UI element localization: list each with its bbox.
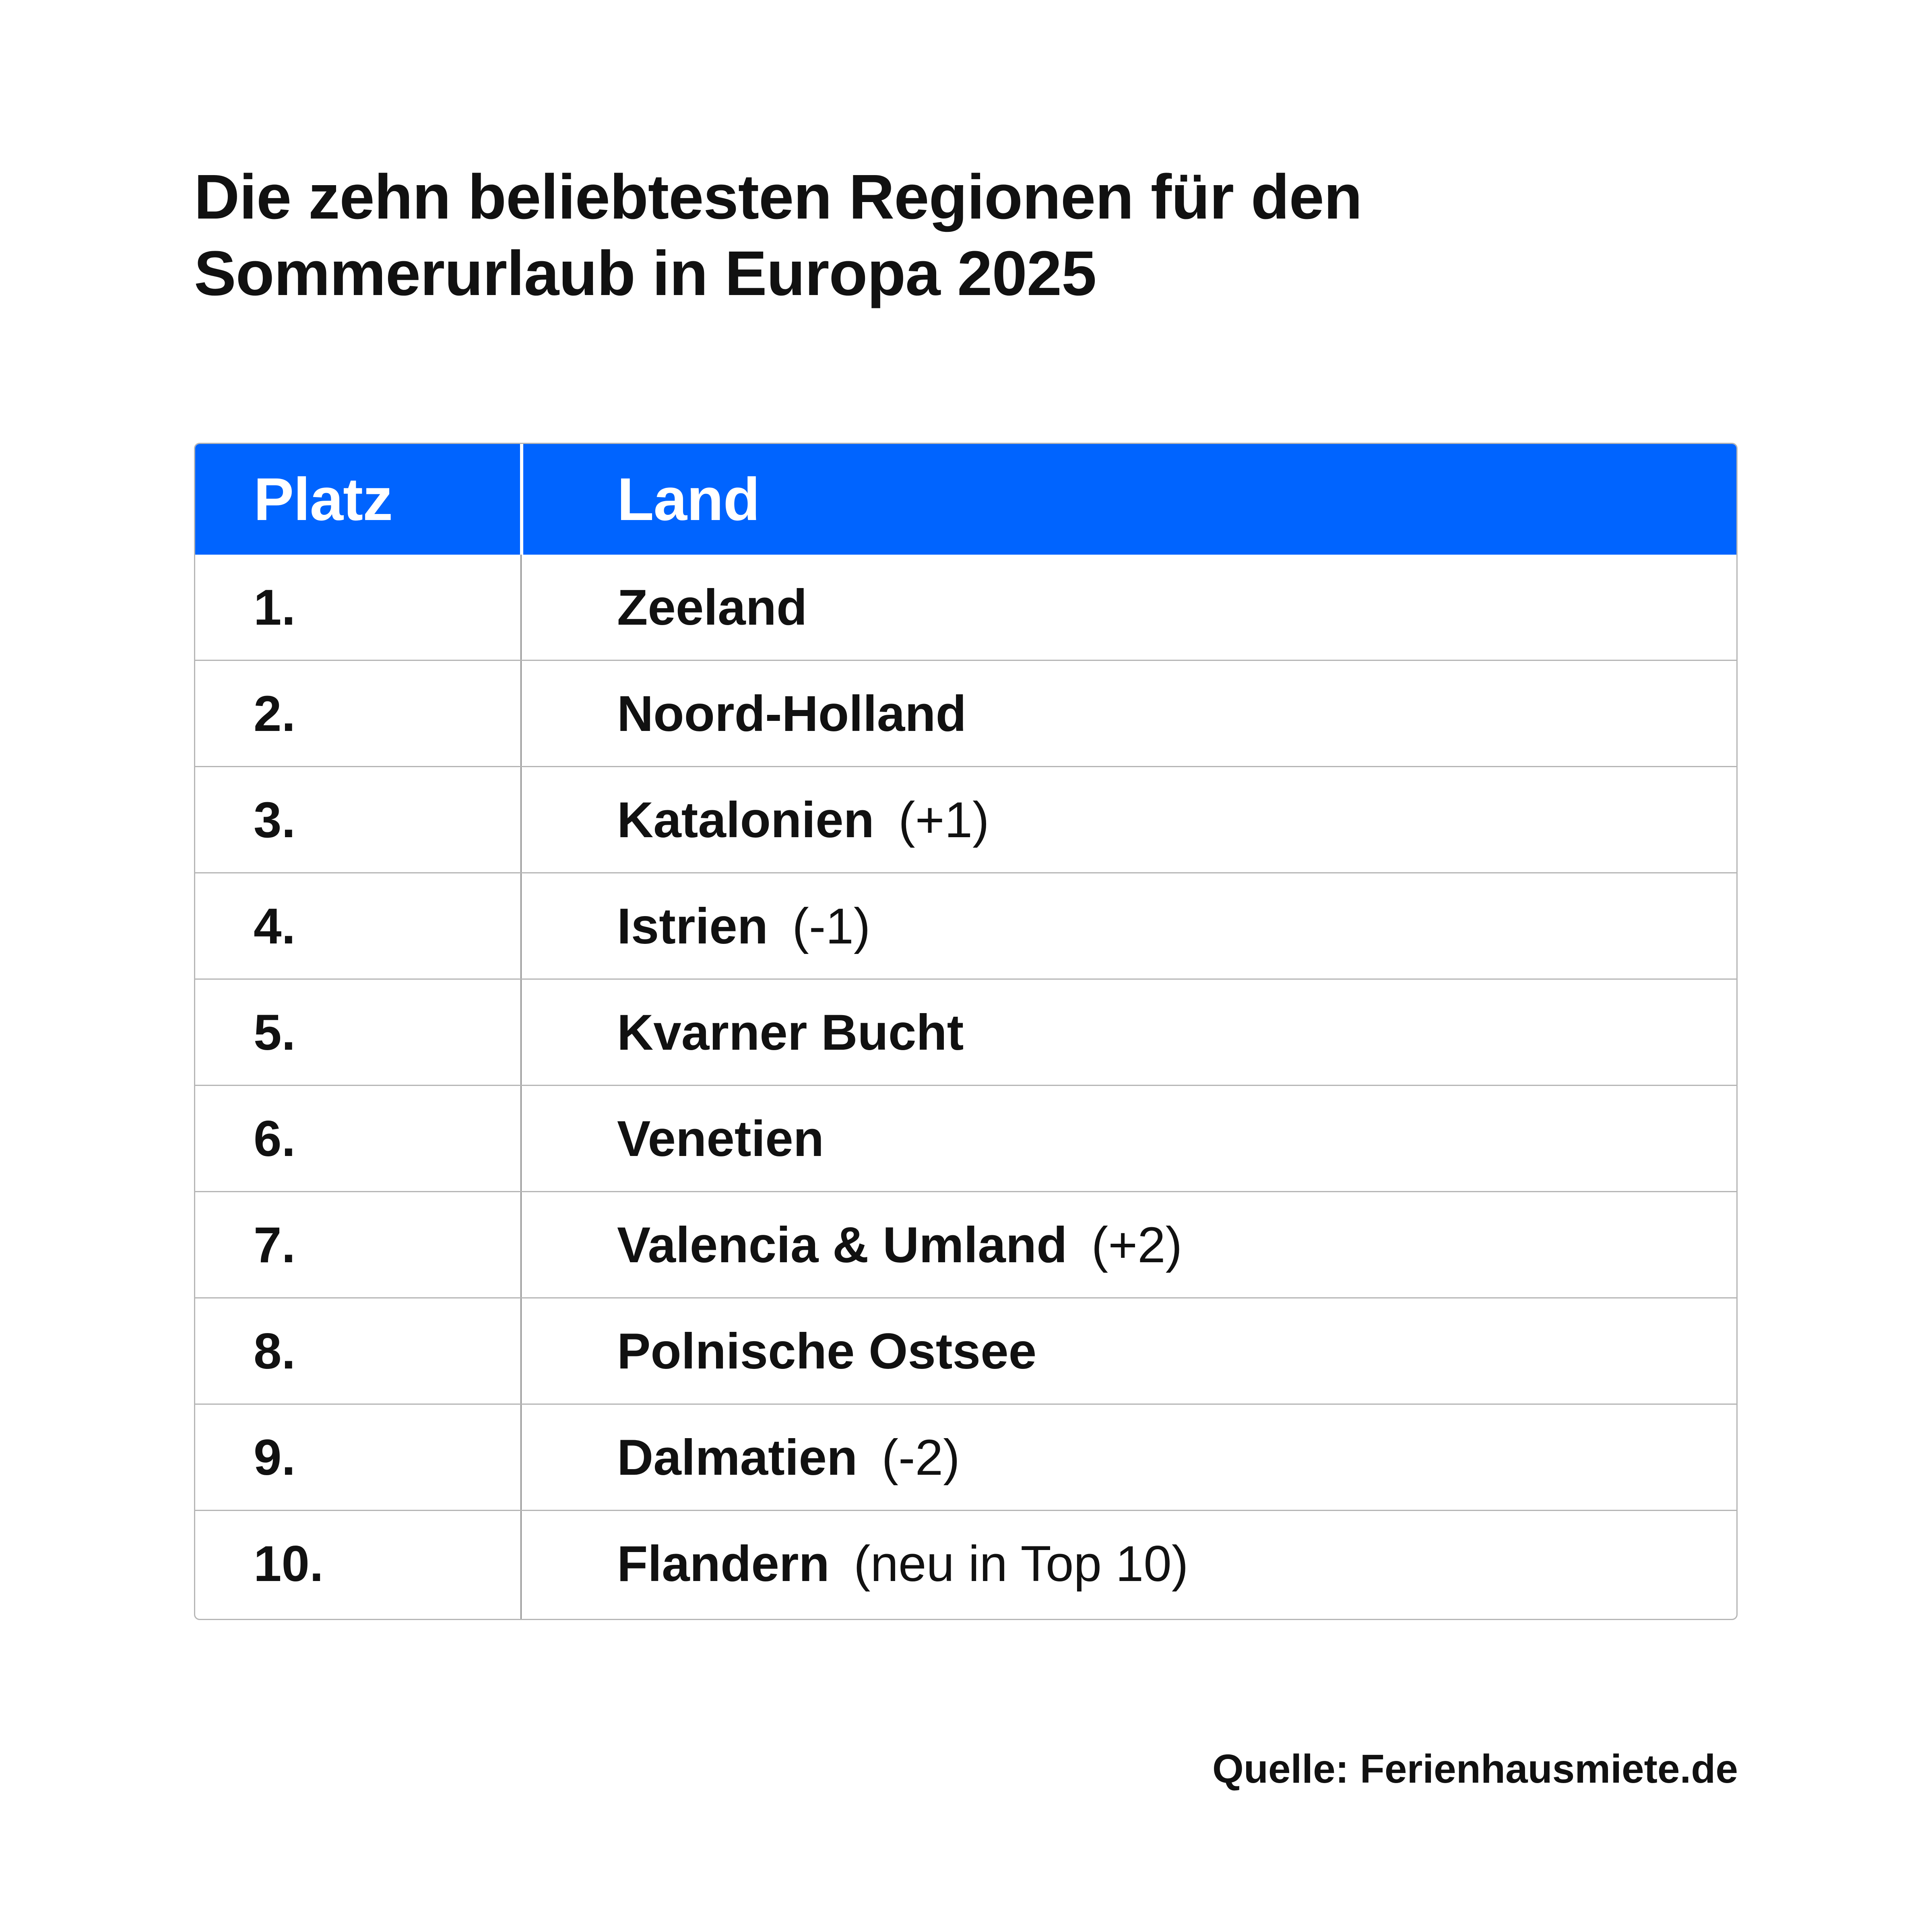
header-divider <box>520 444 523 555</box>
region-cell: Dalmatien (-2) <box>617 1405 960 1511</box>
table-row: 2. Noord-Holland <box>195 661 1736 767</box>
table-row: 6. Venetien <box>195 1086 1736 1192</box>
rank-cell: 10. <box>254 1536 324 1592</box>
column-header-land: Land <box>617 465 760 533</box>
region-name: Polnische Ostsee <box>617 1323 1037 1379</box>
region-cell: Flandern (neu in Top 10) <box>617 1511 1188 1617</box>
rank-cell: 8. <box>254 1323 296 1379</box>
chart-title: Die zehn beliebtesten Regionen für den S… <box>194 159 1563 312</box>
region-cell: Katalonien (+1) <box>617 767 989 873</box>
region-cell: Venetien <box>617 1086 824 1192</box>
table-header: Platz Land <box>195 444 1736 555</box>
rank-cell: 6. <box>254 1111 296 1167</box>
region-name: Venetien <box>617 1111 824 1167</box>
table-row: 5. Kvarner Bucht <box>195 980 1736 1086</box>
column-divider <box>520 555 522 1619</box>
table-row: 4. Istrien (-1) <box>195 873 1736 980</box>
rank-cell: 3. <box>254 792 296 848</box>
region-name: Dalmatien <box>617 1430 858 1486</box>
region-name: Flandern <box>617 1536 830 1592</box>
region-name: Istrien <box>617 898 768 954</box>
column-header-platz: Platz <box>254 465 393 533</box>
rank-change: (+1) <box>898 792 989 848</box>
rank-cell: 4. <box>254 898 296 954</box>
rank-change: (-2) <box>881 1430 960 1486</box>
region-cell: Polnische Ostsee <box>617 1298 1036 1405</box>
region-cell: Noord-Holland <box>617 661 966 767</box>
region-name: Noord-Holland <box>617 686 966 742</box>
region-cell: Kvarner Bucht <box>617 980 964 1086</box>
rank-cell: 5. <box>254 1005 296 1061</box>
rank-change: (+2) <box>1091 1217 1183 1273</box>
rank-cell: 2. <box>254 686 296 742</box>
table-row: 8. Polnische Ostsee <box>195 1298 1736 1405</box>
table-row: 1. Zeeland <box>195 555 1736 661</box>
ranking-table: Platz Land 1. Zeeland 2. Noord-Holland 3… <box>194 443 1738 1620</box>
table-row: 9. Dalmatien (-2) <box>195 1405 1736 1511</box>
rank-cell: 1. <box>254 580 296 636</box>
region-name: Zeeland <box>617 580 807 636</box>
rank-change: (neu in Top 10) <box>853 1536 1189 1592</box>
table-row: 7. Valencia & Umland (+2) <box>195 1192 1736 1298</box>
rank-change: (-1) <box>792 898 871 954</box>
table-row: 3. Katalonien (+1) <box>195 767 1736 873</box>
region-cell: Valencia & Umland (+2) <box>617 1192 1182 1298</box>
rank-cell: 9. <box>254 1430 296 1486</box>
chart-title-line-1: Die zehn beliebtesten Regionen für den <box>194 162 1362 232</box>
region-cell: Zeeland <box>617 555 807 661</box>
region-name: Kvarner Bucht <box>617 1005 964 1061</box>
region-name: Valencia & Umland <box>617 1217 1067 1273</box>
chart-title-line-2: Sommerurlaub in Europa 2025 <box>194 238 1096 309</box>
table-row: 10. Flandern (neu in Top 10) <box>195 1511 1736 1617</box>
region-cell: Istrien (-1) <box>617 873 871 980</box>
rank-cell: 7. <box>254 1217 296 1273</box>
region-name: Katalonien <box>617 792 874 848</box>
source-note: Quelle: Ferienhausmiete.de <box>1212 1746 1738 1792</box>
